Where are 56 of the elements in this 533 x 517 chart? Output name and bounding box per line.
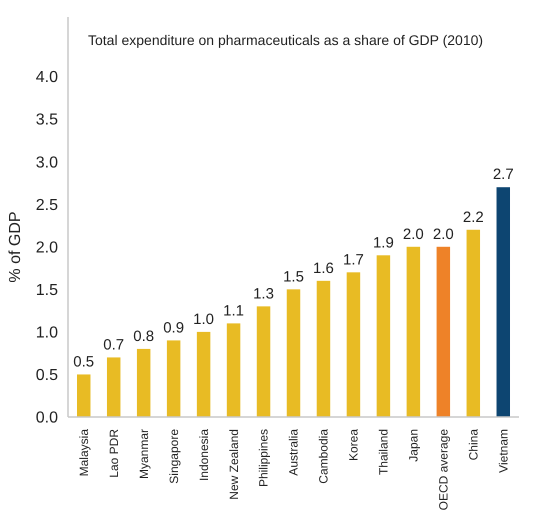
data-label: 1.5 [283,268,304,286]
data-label: 1.0 [193,310,214,328]
x-tick-label: Thailand [376,429,391,476]
x-tick-label: New Zealand [226,429,241,500]
bar [436,246,450,417]
y-tick-label: 2.0 [36,239,58,256]
bar [76,374,90,417]
x-tick-label: Vietnam [496,429,510,473]
y-tick-label: 0.0 [36,410,58,427]
y-axis-title: % of GDP [7,211,24,283]
x-tick-label: Korea [346,428,361,462]
bar [256,306,270,417]
data-label: 2.2 [462,208,484,226]
data-label: 2.0 [402,226,424,243]
x-tick-label: Myanmar [136,429,151,480]
y-tick-label: 3.5 [36,112,58,129]
bar [136,348,150,417]
x-tick-label: Singapore [166,428,181,484]
data-label: 2.0 [432,226,454,243]
x-tick-label: China [466,428,480,460]
y-tick-label: 3.0 [36,154,58,172]
data-label: 1.3 [253,285,274,302]
data-label: 1.7 [343,251,364,268]
x-tick-label: Indonesia [196,428,211,482]
data-label: 0.7 [103,336,124,354]
x-tick-label: Cambodia [316,428,331,484]
data-label: 0.9 [163,319,184,336]
bar [376,255,390,417]
bar [286,289,300,417]
data-label: 1.9 [372,234,394,252]
y-tick-label: 1.5 [36,282,58,299]
bar [166,340,180,417]
x-tick-label: Japan [406,429,421,462]
data-label: 0.5 [73,353,94,370]
bar [496,187,510,417]
x-tick-label: Malaysia [76,428,91,476]
bar [466,230,480,417]
x-tick-label: Australia [286,428,301,476]
x-tick-label: Lao PDR [106,428,121,478]
bar [106,357,120,417]
y-tick-label: 2.5 [36,196,58,214]
data-label: 1.6 [313,260,334,277]
data-label: 1.1 [223,302,244,320]
y-tick-label: 4.0 [36,69,58,86]
bar [226,323,240,417]
y-tick-label: 0.5 [36,367,58,384]
bar [316,280,330,417]
bar [346,272,360,417]
bar [196,332,210,417]
x-tick-label: Philippines [256,429,271,488]
x-tick-label: OECD average [436,428,451,510]
bar [406,246,420,417]
text: Total expenditure on pharmaceuticals as a share of GDP (2010) [88,32,484,48]
data-label: 2.7 [492,166,514,184]
data-label: 0.8 [133,328,154,345]
y-tick-label: 1.0 [36,324,58,342]
